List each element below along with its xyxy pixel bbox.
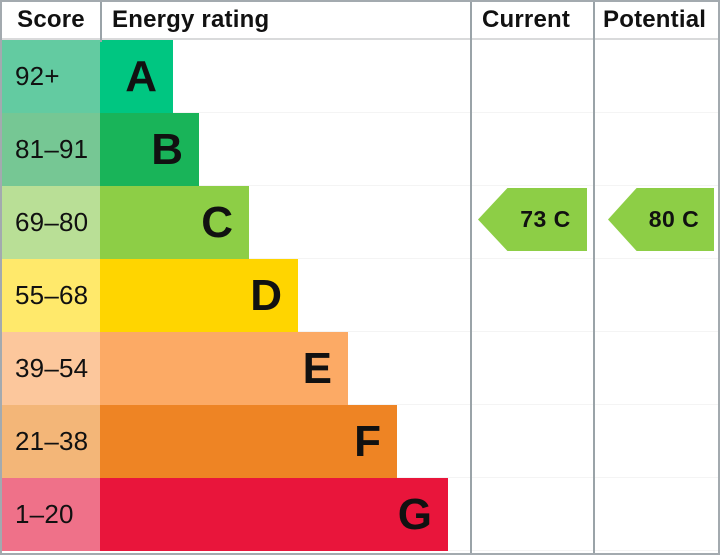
score-range: 39–54 (2, 332, 100, 405)
header-potential: Potential (603, 6, 707, 33)
score-range: 81–91 (2, 113, 100, 186)
header-current: Current (482, 6, 571, 33)
score-range: 69–80 (2, 186, 100, 259)
score-range: 1–20 (2, 478, 100, 551)
score-range: 21–38 (2, 405, 100, 478)
potential-rating-label: 80 C (648, 206, 700, 232)
band-row-c: 69–80 C (2, 186, 718, 259)
band-row-g: 1–20 G (2, 478, 718, 551)
band-bar-f: F (100, 405, 397, 478)
band-row-b: 81–91 B (2, 113, 718, 186)
band-bar-g: G (100, 478, 448, 551)
band-row-e: 39–54 E (2, 332, 718, 405)
chart-header: Score Energy rating Current Potential (2, 2, 718, 40)
score-range: 55–68 (2, 259, 100, 332)
band-bar-c: C (100, 186, 249, 259)
band-bar-d: D (100, 259, 298, 332)
band-row-f: 21–38 F (2, 405, 718, 478)
header-energy-rating: Energy rating (112, 6, 270, 33)
rating-rows: 92+ A 81–91 B 69–80 C 55–68 D 39–54 E 21… (2, 40, 718, 551)
band-row-d: 55–68 D (2, 259, 718, 332)
header-score: Score (17, 6, 85, 33)
band-bar-e: E (100, 332, 348, 405)
band-bar-a: A (100, 40, 173, 113)
band-bar-b: B (100, 113, 199, 186)
column-divider-score (100, 2, 102, 42)
column-divider-current (470, 2, 472, 553)
band-row-a: 92+ A (2, 40, 718, 113)
score-range: 92+ (2, 40, 100, 113)
column-divider-potential (593, 2, 595, 553)
current-rating-label: 73 C (520, 206, 571, 232)
